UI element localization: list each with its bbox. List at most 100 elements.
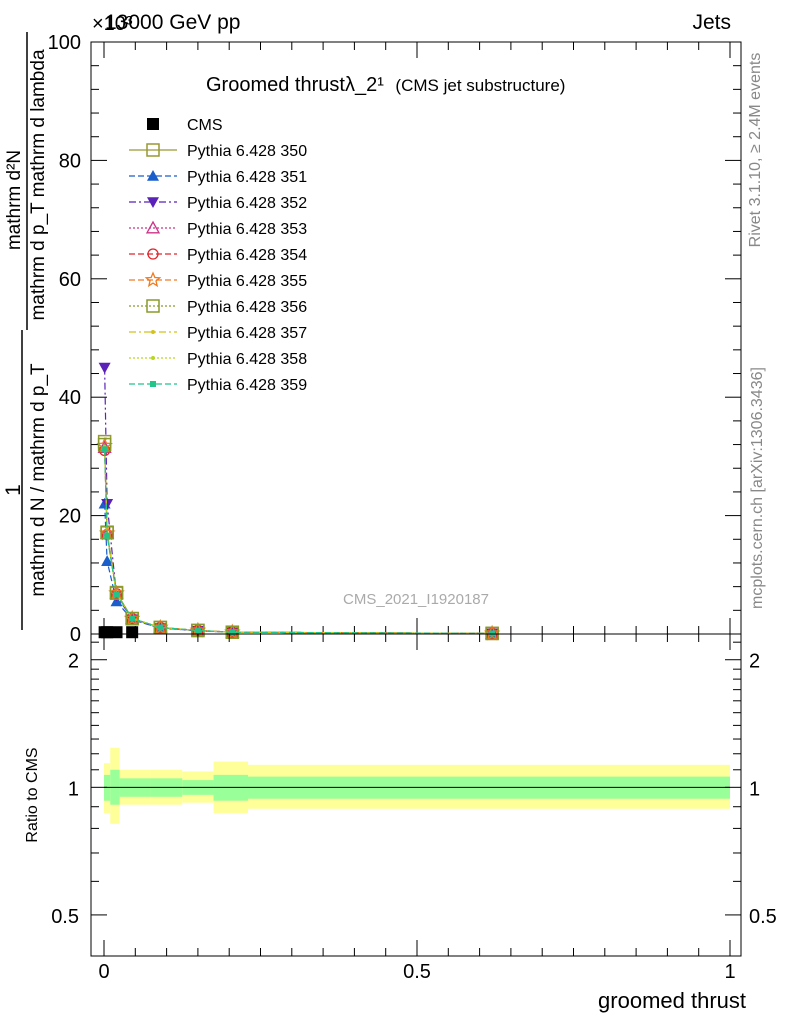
series-pythia-6-428-356 bbox=[97, 437, 499, 641]
series-line bbox=[104, 503, 493, 635]
data-point bbox=[129, 615, 136, 622]
ratio-y-tick-label-right: 1 bbox=[749, 778, 760, 800]
legend-label: Pythia 6.428 352 bbox=[187, 195, 307, 212]
legend-item: Pythia 6.428 352 bbox=[129, 195, 307, 212]
legend-marker bbox=[151, 330, 155, 334]
y-tick-label: 20 bbox=[59, 506, 81, 528]
legend-label: CMS bbox=[187, 117, 223, 134]
legend-marker bbox=[147, 118, 159, 130]
analysis-watermark: CMS_2021_I1920187 bbox=[343, 591, 489, 608]
legend-marker bbox=[146, 143, 160, 157]
x-tick-label: 0.5 bbox=[403, 961, 431, 983]
x-tick-label: 0 bbox=[98, 961, 109, 983]
legend-item: Pythia 6.428 359 bbox=[129, 377, 307, 394]
series-pythia-6-428-359 bbox=[101, 446, 496, 637]
y-label-left-num: 1 bbox=[2, 484, 25, 496]
data-point bbox=[104, 532, 111, 539]
legend-marker bbox=[151, 356, 155, 360]
main-chart-title: Groomed thrustλ_2¹ (CMS jet substructure… bbox=[206, 74, 565, 96]
ratio-y-tick-label: 2 bbox=[68, 651, 79, 673]
legend-item: Pythia 6.428 353 bbox=[129, 220, 307, 238]
y-tick-label: 0 bbox=[70, 624, 81, 646]
legend-marker bbox=[147, 248, 159, 260]
legend-marker bbox=[146, 299, 160, 313]
data-point bbox=[98, 362, 111, 374]
data-point bbox=[109, 586, 124, 600]
data-point bbox=[152, 618, 169, 635]
legend-label: Pythia 6.428 354 bbox=[187, 247, 307, 264]
ratio-axis-ticks: 0.5 0.5 1 1 2 2 0 0.5 1 bbox=[51, 634, 777, 983]
series-pythia-6-428-354 bbox=[98, 444, 498, 640]
mcplots-label: mcplots.cern.ch [arXiv:1306.3436] bbox=[749, 367, 766, 609]
header-exponent: ×10³ bbox=[92, 13, 133, 35]
legend-label: Pythia 6.428 353 bbox=[187, 221, 307, 238]
data-point bbox=[126, 626, 139, 639]
legend-item: Pythia 6.428 350 bbox=[129, 143, 307, 160]
y-tick-label: 100 bbox=[48, 32, 81, 54]
data-point bbox=[483, 624, 501, 641]
data-point bbox=[113, 591, 120, 598]
legend-marker bbox=[147, 197, 159, 208]
series-pythia-6-428-351 bbox=[98, 497, 499, 639]
legend-label: Pythia 6.428 357 bbox=[187, 325, 307, 342]
y-label-left-den: mathrm d N / mathrm d p_T bbox=[28, 363, 49, 597]
y-label-num: mathrm d²N bbox=[4, 150, 25, 250]
legend-marker bbox=[150, 381, 156, 387]
chart-title-text: Groomed thrustλ_2¹ bbox=[206, 74, 384, 96]
series-pythia-6-428-350 bbox=[97, 434, 499, 641]
legend-label: Pythia 6.428 355 bbox=[187, 273, 307, 290]
legend-marker bbox=[145, 220, 161, 234]
legend-marker bbox=[147, 170, 159, 181]
x-axis-label: groomed thrust bbox=[598, 988, 746, 1013]
header-jets-label: Jets bbox=[692, 11, 731, 34]
series-line bbox=[104, 449, 493, 635]
legend-item: Pythia 6.428 351 bbox=[129, 169, 307, 186]
legend-label: Pythia 6.428 359 bbox=[187, 377, 307, 394]
legend-item: Pythia 6.428 355 bbox=[129, 271, 307, 290]
data-point bbox=[485, 626, 499, 641]
legend-label: Pythia 6.428 350 bbox=[187, 143, 307, 160]
series-pythia-6-428-355 bbox=[96, 436, 501, 641]
series-pythia-6-428-353 bbox=[97, 440, 500, 639]
data-point bbox=[125, 611, 139, 626]
legend-label: Pythia 6.428 356 bbox=[187, 299, 307, 316]
ratio-y-tick-label: 0.5 bbox=[51, 906, 79, 928]
data-point bbox=[229, 629, 236, 636]
legend-item: CMS bbox=[147, 117, 223, 134]
y-tick-label: 40 bbox=[59, 387, 81, 409]
main-series-group bbox=[96, 362, 501, 641]
legend-item: Pythia 6.428 358 bbox=[129, 351, 307, 368]
y-tick-label: 60 bbox=[59, 269, 81, 291]
data-point bbox=[224, 623, 241, 640]
series-cms bbox=[98, 626, 139, 639]
legend-item: Pythia 6.428 357 bbox=[129, 325, 307, 342]
legend-label: Pythia 6.428 358 bbox=[187, 351, 307, 368]
ratio-bands-group bbox=[104, 747, 731, 824]
rivet-version-label: Rivet 3.1.10, ≥ 2.4M events bbox=[747, 53, 764, 248]
ratio-y-axis-label: Ratio to CMS bbox=[24, 747, 41, 842]
data-point bbox=[101, 555, 114, 566]
legend-item: Pythia 6.428 356 bbox=[129, 299, 307, 316]
legend-label: Pythia 6.428 351 bbox=[187, 169, 307, 186]
main-y-axis-label: 1 mathrm d N / mathrm d p_T mathrm d²N m… bbox=[2, 32, 49, 630]
ratio-y-tick-label: 1 bbox=[68, 778, 79, 800]
legend-marker bbox=[144, 271, 162, 288]
data-point bbox=[194, 627, 201, 634]
y-label-den: mathrm d p_T mathrm d lambda bbox=[28, 49, 49, 320]
header-energy-label: 13000 GeV pp bbox=[105, 11, 240, 34]
main-axis-ticks: 0 20 40 60 80 100 bbox=[48, 32, 741, 646]
data-point bbox=[123, 609, 141, 626]
ratio-plot-frame bbox=[90, 633, 742, 957]
data-point bbox=[110, 626, 123, 639]
ratio-y-tick-label-right: 0.5 bbox=[749, 906, 777, 928]
y-tick-label: 80 bbox=[59, 150, 81, 172]
data-point bbox=[489, 630, 496, 637]
data-point bbox=[101, 498, 114, 510]
chart-subtitle-text: (CMS jet substructure) bbox=[395, 76, 565, 95]
data-point bbox=[101, 446, 108, 453]
data-point bbox=[157, 624, 164, 631]
legend: CMS Pythia 6.428 350 Pythia 6.428 351 Pythi… bbox=[129, 117, 307, 394]
ratio-y-tick-label-right: 2 bbox=[749, 651, 760, 673]
x-tick-label: 1 bbox=[724, 961, 735, 983]
